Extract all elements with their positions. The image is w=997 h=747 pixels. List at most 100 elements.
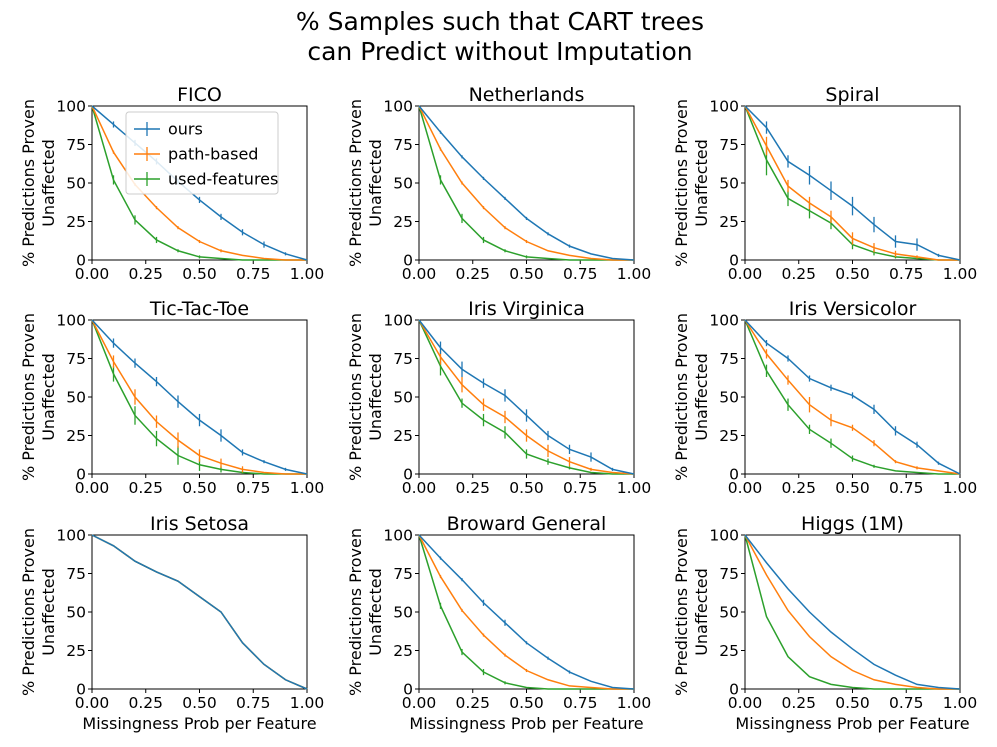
subplot-title: Higgs (1M): [801, 513, 904, 535]
series-used: [91, 319, 307, 475]
y-axis-label-line1: % Predictions Proven: [19, 528, 38, 696]
y-tick-label: 50: [66, 175, 86, 193]
x-tick-label: 1.00: [617, 694, 652, 712]
axes-frame: [418, 534, 635, 690]
x-tick-label: 0.25: [128, 694, 163, 712]
subplot-8: Higgs (1M) 0 25 50 75 100 0.00 0.25 0.50 0.75 1.00…: [672, 513, 977, 733]
y-axis-label: % Predictions ProvenUnaffected: [19, 528, 58, 696]
series-line: [418, 534, 634, 690]
y-tick-label: 0: [76, 681, 86, 699]
y-axis-label-line2: Unaffected: [692, 139, 711, 227]
y-tick-label: 100: [56, 98, 86, 116]
subplot-title: Iris Setosa: [150, 513, 249, 535]
series-path: [91, 534, 308, 690]
y-tick-label: 75: [66, 565, 86, 583]
y-tick-label: 50: [393, 389, 413, 407]
subplot-title: Netherlands: [469, 84, 585, 106]
y-axis-label-line2: Unaffected: [39, 139, 58, 227]
x-tick-label: 0.25: [781, 479, 816, 497]
y-tick-label: 75: [393, 565, 413, 583]
y-axis-label: % Predictions ProvenUnaffected: [346, 99, 385, 267]
x-tick-label: 0.75: [236, 694, 271, 712]
subplot-title: FICO: [177, 84, 222, 106]
legend: ours path-based used-features: [125, 111, 279, 195]
y-axis-label-line1: % Predictions Proven: [672, 99, 691, 267]
x-tick-label: 0.00: [402, 479, 437, 497]
x-tick-label: 0.75: [889, 479, 924, 497]
series-path: [744, 105, 960, 261]
x-tick-label: 0.50: [182, 694, 217, 712]
subplot-5: Iris Versicolor 0 25 50 75 100 0.00 0.25 0.50 0.7…: [672, 298, 977, 497]
y-tick-label: 25: [719, 642, 739, 660]
y-axis-label: % Predictions ProvenUnaffected: [19, 99, 58, 267]
y-axis-label-line2: Unaffected: [366, 353, 385, 441]
y-tick-label: 0: [403, 466, 413, 484]
series-used: [418, 105, 634, 261]
y-axis-label: % Predictions ProvenUnaffected: [672, 99, 711, 267]
y-axis-label: % Predictions ProvenUnaffected: [672, 528, 711, 696]
x-tick-label: 0.00: [728, 479, 763, 497]
x-tick-label: 1.00: [290, 694, 325, 712]
x-tick-label: 0.50: [835, 479, 870, 497]
axes-frame: [91, 534, 308, 690]
y-axis-label: % Predictions ProvenUnaffected: [672, 313, 711, 481]
series-path: [418, 534, 634, 690]
series-used: [418, 534, 634, 690]
series-used: [418, 319, 634, 475]
subplot-title: Iris Versicolor: [789, 298, 917, 320]
figure-title-line2: can Predict without Imputation: [307, 37, 692, 66]
y-axis-label-line2: Unaffected: [692, 568, 711, 656]
series-path: [418, 105, 634, 261]
x-tick-label: 0.50: [835, 265, 870, 283]
y-axis-label-line2: Unaffected: [366, 139, 385, 227]
y-tick-label: 75: [719, 136, 739, 154]
y-tick-label: 0: [729, 252, 739, 270]
y-tick-label: 50: [719, 175, 739, 193]
series-line: [418, 534, 634, 690]
subplot-7: Broward General 0 25 50 75 100 0.00 0.25 0.50 0.7…: [346, 513, 651, 733]
x-tick-label: 1.00: [290, 265, 325, 283]
series-ours: [91, 534, 308, 690]
y-tick-label: 0: [729, 681, 739, 699]
y-tick-label: 25: [66, 427, 86, 445]
y-tick-label: 75: [66, 136, 86, 154]
x-tick-label: 0.25: [781, 694, 816, 712]
legend-label: ours: [168, 120, 203, 139]
x-tick-label: 0.00: [402, 694, 437, 712]
x-tick-label: 0.25: [455, 479, 490, 497]
series-line: [418, 105, 635, 261]
y-axis-label: % Predictions ProvenUnaffected: [346, 313, 385, 481]
series-used: [91, 105, 307, 261]
y-tick-label: 50: [719, 604, 739, 622]
y-tick-label: 0: [403, 252, 413, 270]
series-line: [91, 534, 308, 690]
x-tick-label: 0.75: [563, 694, 598, 712]
subplot-title: Broward General: [447, 513, 607, 535]
axes-frame: [744, 534, 961, 690]
y-axis-label-line1: % Predictions Proven: [19, 99, 38, 267]
y-tick-label: 0: [76, 466, 86, 484]
x-tick-label: 0.75: [889, 265, 924, 283]
y-tick-label: 25: [393, 642, 413, 660]
y-axis-label-line2: Unaffected: [692, 353, 711, 441]
x-tick-label: 0.75: [236, 479, 271, 497]
x-tick-label: 1.00: [943, 265, 978, 283]
x-tick-label: 0.75: [563, 479, 598, 497]
series-path: [91, 319, 307, 475]
series-line: [744, 534, 961, 690]
x-tick-label: 0.00: [402, 265, 437, 283]
y-axis-label-line2: Unaffected: [39, 568, 58, 656]
y-tick-label: 75: [66, 350, 86, 368]
series-path: [744, 534, 960, 690]
x-tick-label: 0.00: [728, 694, 763, 712]
series-ours: [418, 105, 635, 261]
series-ours: [744, 319, 961, 475]
y-tick-label: 100: [709, 98, 739, 116]
figure-title-line1: % Samples such that CART trees: [296, 7, 704, 36]
y-tick-label: 25: [719, 427, 739, 445]
subplot-title: Spiral: [825, 84, 879, 106]
x-axis-label: Missingness Prob per Feature: [82, 714, 316, 733]
series-ours: [744, 534, 961, 690]
y-tick-label: 75: [719, 565, 739, 583]
